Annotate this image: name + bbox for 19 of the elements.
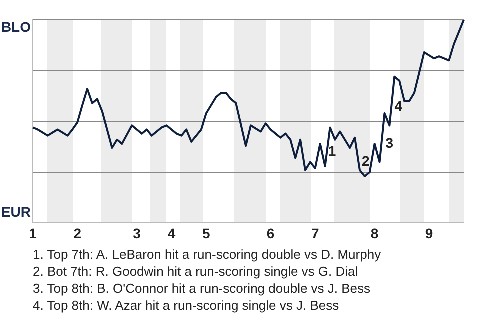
x-tick-label: 1 bbox=[29, 225, 38, 242]
annotation: 2 bbox=[362, 153, 370, 170]
text: 1. Top 7th: A. LeBaron hit a run-scoring double vs D. Murphy bbox=[33, 246, 382, 263]
x-tick-label: 8 bbox=[370, 225, 379, 242]
text: 3. Top 8th: B. O'Connor hit a run-scoring double vs J. Bess bbox=[33, 280, 372, 297]
x-tick-label: 4 bbox=[168, 225, 176, 242]
text: 4. Top 8th: W. Azar hit a run-scoring single vs J. Bess bbox=[33, 297, 340, 314]
x-tick-label: 3 bbox=[133, 225, 142, 242]
annotation: 3 bbox=[386, 134, 394, 151]
text: BLO bbox=[1, 18, 32, 35]
annotation: 4 bbox=[394, 98, 403, 114]
x-tick-label: 5 bbox=[202, 225, 210, 242]
x-tick-label: 9 bbox=[425, 225, 434, 242]
text: 2. Bot 7th: R. Goodwin hit a run-scoring single vs G. Dial bbox=[33, 263, 360, 280]
text: EUR bbox=[1, 204, 31, 220]
x-tick-label: 2 bbox=[74, 225, 82, 242]
x-tick-label: 7 bbox=[311, 225, 320, 242]
x-tick-label: 6 bbox=[266, 225, 275, 242]
annotation: 1 bbox=[328, 142, 336, 159]
